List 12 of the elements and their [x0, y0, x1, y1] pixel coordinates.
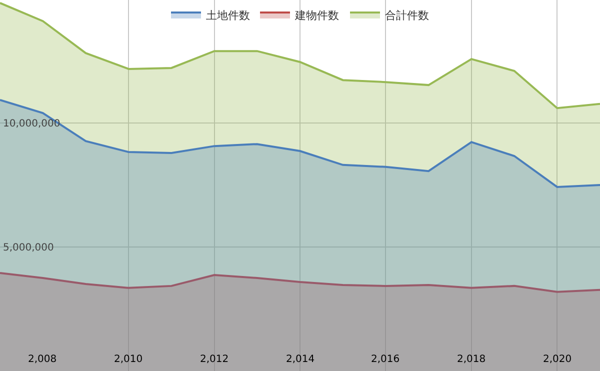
- x-tick-label: 2,014: [286, 354, 315, 365]
- y-tick-label: 5,000,000: [3, 242, 54, 254]
- x-tick-label: 2,016: [371, 354, 400, 365]
- x-tick-label: 2,012: [200, 354, 229, 365]
- x-tick-label: 2,010: [114, 354, 143, 365]
- legend-label: 土地件数: [206, 8, 250, 22]
- x-tick-label: 2,020: [543, 354, 572, 365]
- x-tick-label: 2,008: [28, 354, 57, 365]
- x-tick-label: 2,018: [457, 354, 486, 365]
- legend-label: 建物件数: [294, 8, 339, 22]
- y-tick-label: 10,000,000: [3, 118, 60, 130]
- legend-label: 合計件数: [385, 8, 429, 22]
